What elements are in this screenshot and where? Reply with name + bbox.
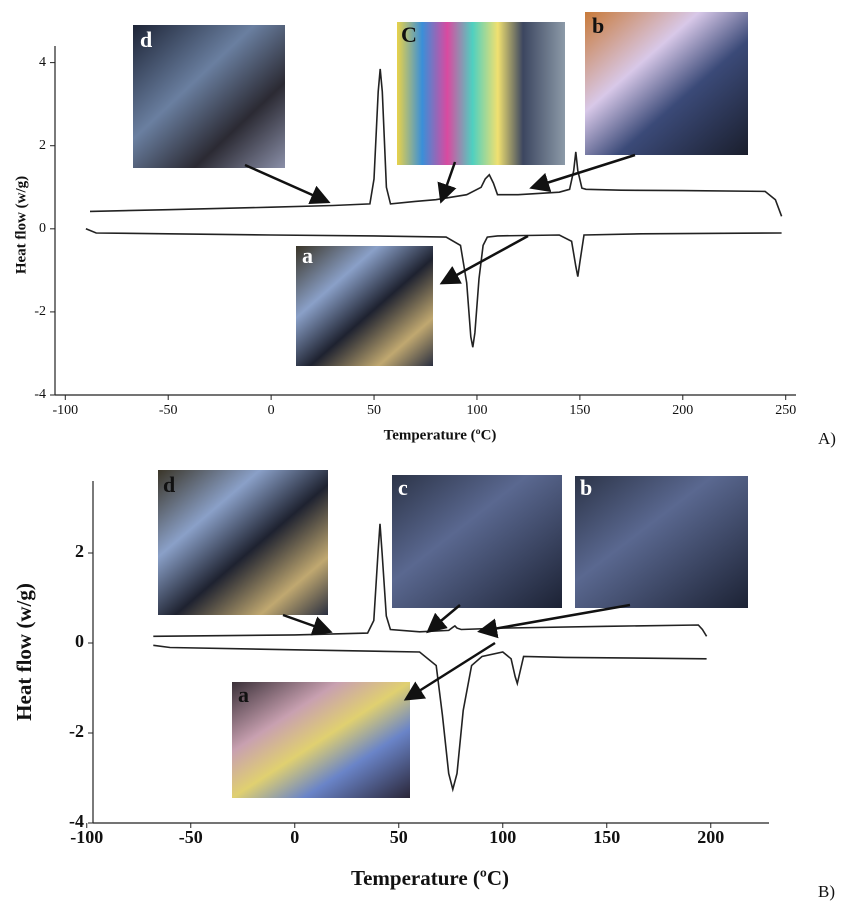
y-tick-label: -4 (34, 387, 46, 402)
inset: C (397, 22, 565, 165)
x-tick-label: -100 (52, 403, 78, 418)
x-tick-label: 0 (290, 827, 299, 847)
x-tick-label: 50 (367, 403, 381, 418)
x-tick-label: 200 (672, 403, 693, 418)
y-tick-label: 4 (39, 55, 46, 70)
inset: d (158, 470, 328, 615)
panel-label: B) (818, 882, 835, 901)
arrow (408, 643, 495, 698)
x-tick-label: 200 (697, 827, 724, 847)
inset: c (392, 475, 562, 608)
arrow (442, 162, 455, 199)
x-tick-label: 100 (489, 827, 516, 847)
x-axis-label: Temperature (ºC) (351, 866, 509, 890)
inset: b (585, 12, 748, 155)
x-tick-label: -50 (179, 827, 203, 847)
y-tick-label: -2 (34, 304, 46, 319)
inset: a (232, 682, 410, 798)
inset-label: c (398, 475, 408, 500)
arrow (283, 615, 328, 631)
figure: -100-50050100150200250-4-2024Heat flow (… (0, 0, 843, 905)
panel-label: A) (818, 429, 836, 448)
inset-label: b (592, 13, 604, 38)
x-axis-label: Temperature (ºC) (384, 427, 497, 443)
y-axis-label: Heat flow (w/g) (13, 176, 29, 274)
x-tick-label: 250 (775, 403, 796, 418)
x-tick-label: -50 (159, 403, 178, 418)
x-tick-label: 0 (268, 403, 275, 418)
inset-label: b (580, 475, 592, 500)
y-tick-label: -4 (69, 811, 84, 831)
y-tick-label: 0 (39, 221, 46, 236)
line-series (86, 229, 782, 347)
y-axis-label: Heat flow (w/g) (12, 583, 36, 721)
x-tick-label: 50 (390, 827, 408, 847)
x-tick-label: 100 (466, 403, 487, 418)
inset-label: d (163, 472, 175, 497)
y-tick-label: 2 (39, 138, 46, 153)
inset: b (575, 475, 748, 608)
y-tick-label: -2 (69, 721, 84, 741)
y-tick-label: 2 (75, 541, 84, 561)
inset-label: d (140, 27, 152, 52)
inset: d (133, 25, 285, 168)
inset-label: a (238, 682, 249, 707)
inset-label: a (302, 243, 313, 268)
x-tick-label: 150 (593, 827, 620, 847)
y-tick-label: 0 (75, 631, 84, 651)
x-tick-label: 150 (569, 403, 590, 418)
arrow (245, 165, 326, 201)
inset-label: C (401, 22, 417, 47)
inset: a (296, 243, 433, 366)
